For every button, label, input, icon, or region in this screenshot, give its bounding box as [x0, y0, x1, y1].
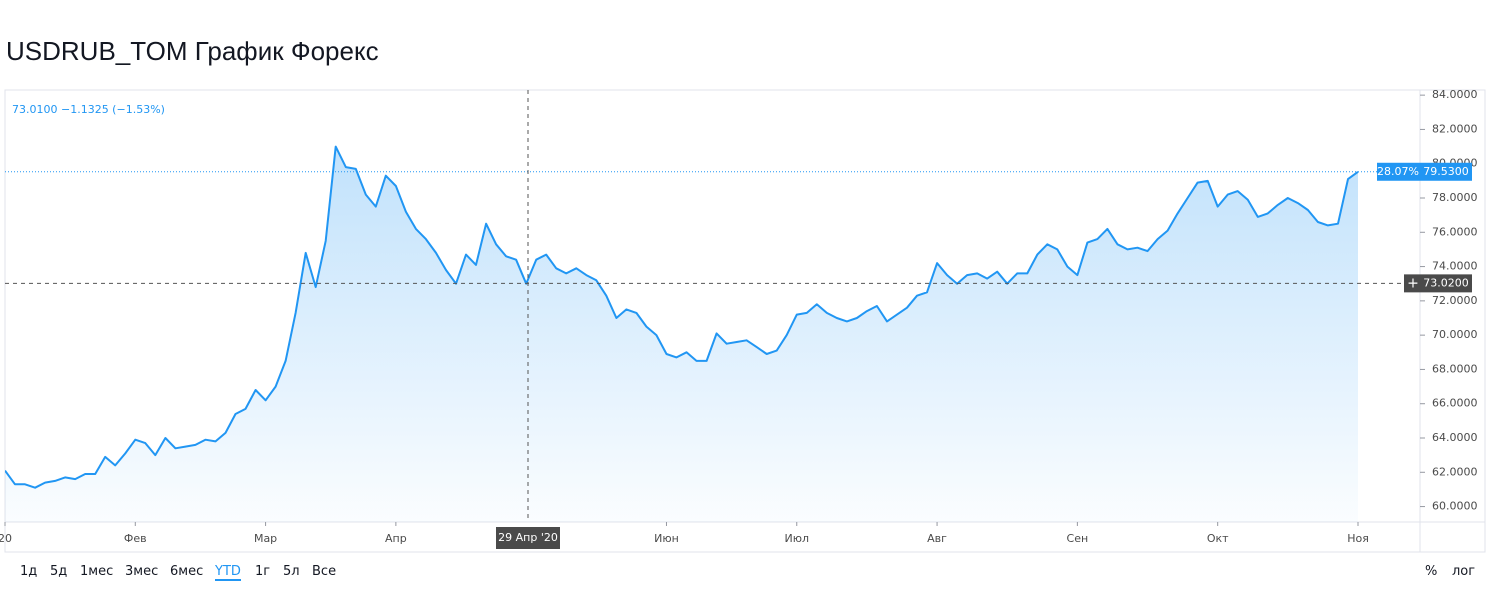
price-line	[5, 145, 1359, 489]
range-button[interactable]: YTD	[215, 564, 241, 581]
range-button[interactable]: 1г	[255, 564, 271, 579]
chart-frame	[4, 89, 1486, 553]
range-button[interactable]: %	[1425, 564, 1438, 579]
y-tick-label: 82.0000	[1432, 122, 1478, 135]
y-tick-label: 72.0000	[1432, 294, 1478, 307]
x-tick-label: Фев	[124, 532, 147, 545]
y-tick-label: 62.0000	[1432, 465, 1478, 478]
range-button[interactable]: 1д	[20, 564, 38, 579]
area-fill	[5, 146, 1358, 522]
crosshair-y-bg	[1404, 274, 1472, 293]
y-tick-label: 60.0000	[1432, 500, 1478, 513]
toolbar: 1д 5д 1мес 3мес 6мес YTD 1г 5л Все% лог	[0, 560, 1502, 586]
x-tick-label: Авг	[927, 532, 947, 545]
x-tick-label: Сен	[1067, 532, 1089, 545]
y-tick-label: 68.0000	[1432, 362, 1478, 375]
y-tick-label: 84.0000	[1432, 88, 1478, 101]
page-title: USDRUB_TOM График Форекс	[6, 36, 379, 66]
y-tick-label: 74.0000	[1432, 260, 1478, 273]
range-button[interactable]: 6мес	[170, 564, 204, 579]
range-button[interactable]: лог	[1452, 564, 1476, 579]
range-button[interactable]: 1мес	[80, 564, 114, 579]
change-label-bg	[1377, 162, 1420, 181]
plot	[5, 145, 1359, 522]
change-label: 28.07%	[1377, 165, 1419, 178]
x-tick-label: Апр	[385, 532, 407, 545]
y-tick-label: 64.0000	[1432, 431, 1478, 444]
range-button[interactable]: Все	[312, 564, 337, 579]
legend-label: 73.0100 −1.1325 (−1.53%)	[12, 103, 165, 116]
last-price-bg	[1420, 162, 1472, 181]
x-tick-label: Ноя	[1347, 532, 1369, 545]
crosshair-plus: +	[1407, 275, 1419, 291]
crosshair-y-label: 73.0200	[1423, 276, 1469, 289]
x-tick-label: 20	[0, 532, 12, 545]
crosshair-x-label: 29 Апр '20	[498, 531, 558, 544]
y-tick-label: 76.0000	[1432, 225, 1478, 238]
x-tick-label: Окт	[1207, 532, 1229, 545]
y-tick-label: 78.0000	[1432, 191, 1478, 204]
x-tick-label: Июн	[654, 532, 679, 545]
last-price-label: 79.5300	[1423, 165, 1469, 178]
range-button[interactable]: 5л	[283, 564, 300, 579]
chart: 73.0100 −1.1325 (−1.53%) 60.0000 62.0000 6…	[0, 88, 1486, 553]
y-tick-label: 66.0000	[1432, 397, 1478, 410]
x-tick-label: Июл	[784, 532, 809, 545]
range-button[interactable]: 5д	[50, 564, 68, 579]
y-tick-label: 70.0000	[1432, 328, 1478, 341]
x-tick-label: Мар	[254, 532, 277, 545]
crosshair-x-bg	[496, 527, 560, 549]
range-button[interactable]: 3мес	[125, 564, 159, 579]
